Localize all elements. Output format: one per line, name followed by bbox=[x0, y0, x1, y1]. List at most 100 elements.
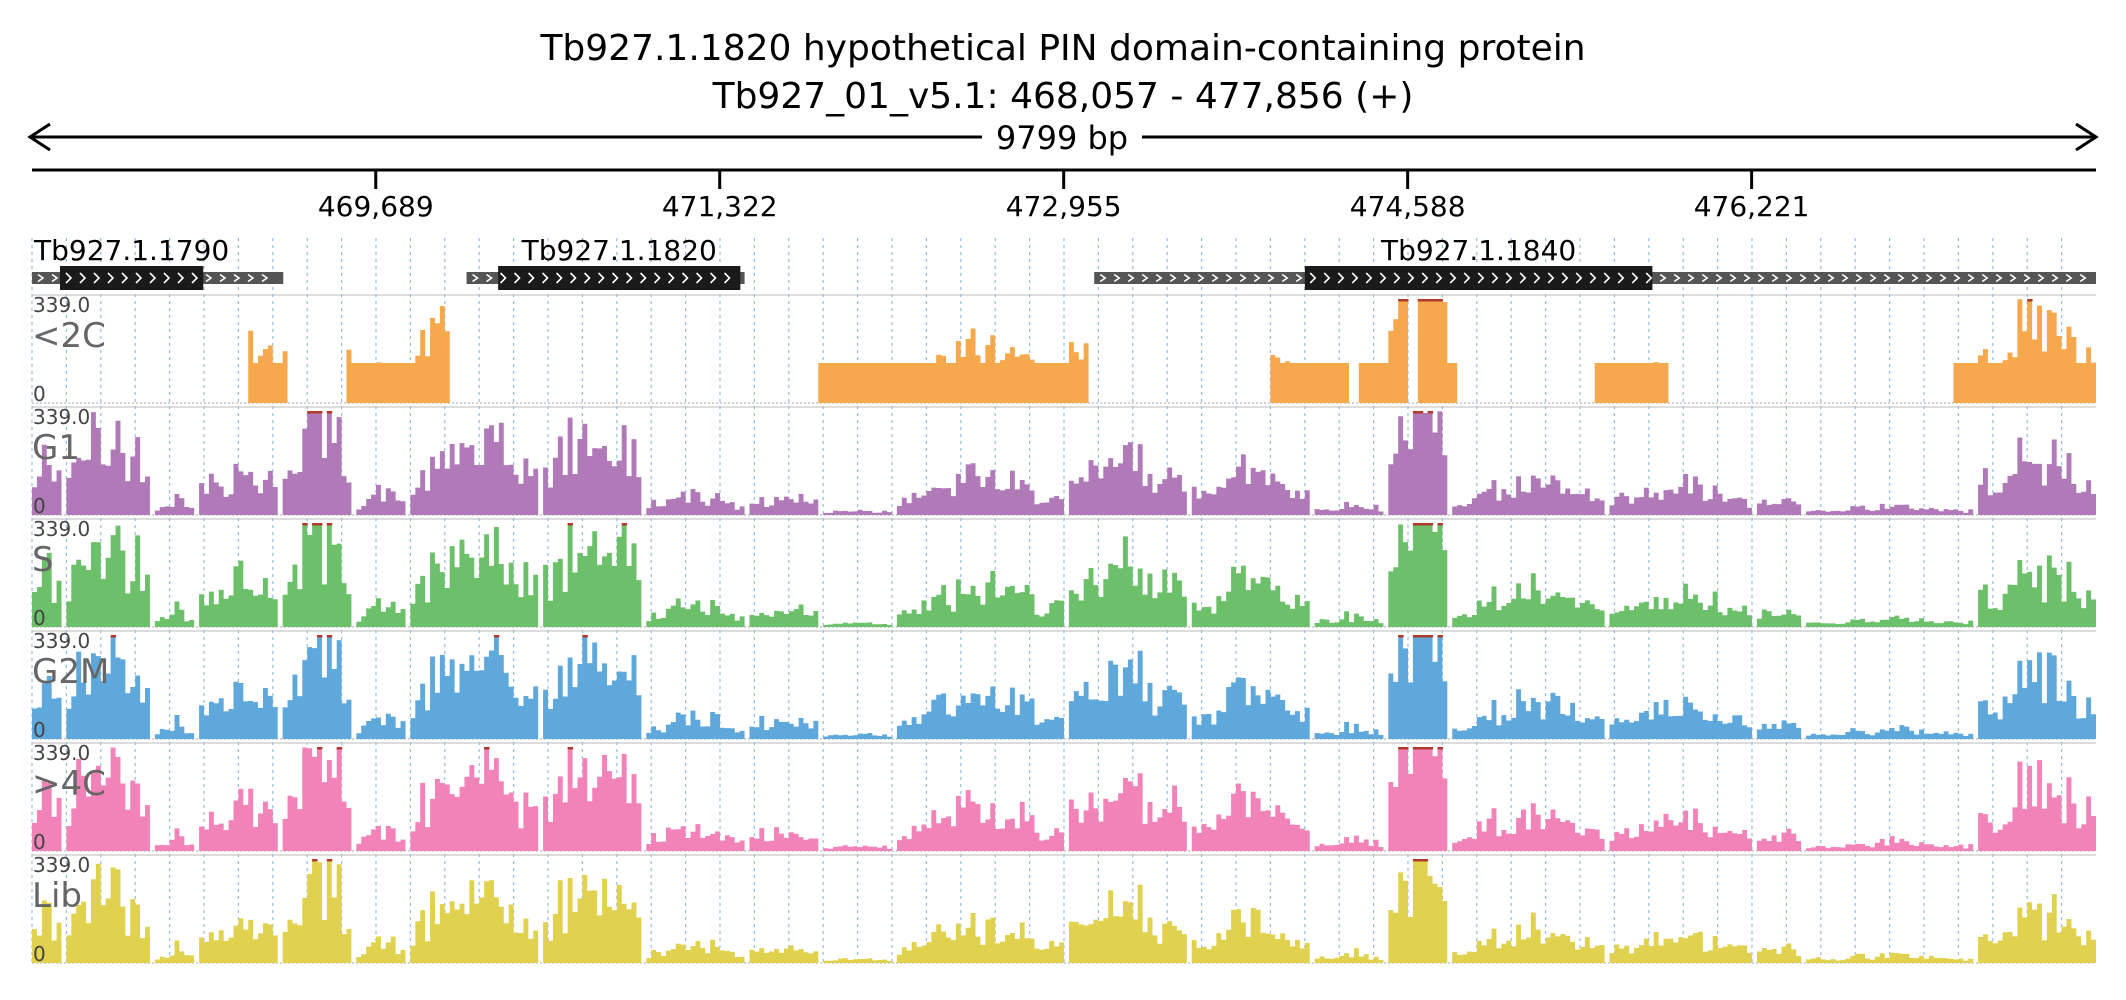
coverage-track: 339.0 0 >4C bbox=[32, 741, 2096, 854]
strand-chevron-icon bbox=[1673, 273, 1681, 283]
clip-indicator bbox=[1427, 411, 1434, 414]
strand-chevron-icon bbox=[1603, 272, 1611, 284]
ruler-tick-label: 474,588 bbox=[1350, 190, 1466, 223]
strand-chevron-icon bbox=[1169, 273, 1177, 283]
strand-chevron-icon bbox=[1407, 272, 1415, 284]
strand-chevron-icon bbox=[2065, 273, 2073, 283]
clip-indicator bbox=[484, 747, 490, 750]
strand-chevron-icon bbox=[1393, 272, 1401, 284]
strand-chevron-icon bbox=[1267, 273, 1275, 283]
clip-indicator bbox=[1422, 635, 1429, 638]
strand-chevron-icon bbox=[1883, 273, 1891, 283]
strand-chevron-icon bbox=[1743, 273, 1751, 283]
clip-indicator bbox=[1417, 747, 1424, 750]
strand-chevron-icon bbox=[1757, 273, 1765, 283]
clip-indicator bbox=[567, 523, 574, 526]
clip-indicator bbox=[1398, 299, 1404, 302]
strand-chevron-icon bbox=[569, 272, 577, 284]
strand-chevron-icon bbox=[709, 272, 717, 284]
strand-chevron-icon bbox=[1183, 273, 1191, 283]
coverage-track: 339.0 0 Lib bbox=[32, 853, 2096, 966]
strand-chevron-icon bbox=[1533, 272, 1541, 284]
strand-chevron-icon bbox=[472, 273, 479, 283]
track-min-label: 0 bbox=[33, 718, 46, 742]
ruler: 469,689 471,322 472,955 474,588 476,221 bbox=[32, 168, 2096, 223]
strand-chevron-icon bbox=[107, 272, 115, 284]
ruler-tick-label: 471,322 bbox=[662, 190, 778, 223]
track-name: <2C bbox=[32, 316, 106, 356]
coverage-track: 339.0 0 G2M bbox=[32, 629, 2096, 742]
ruler-tick-label: 469,689 bbox=[318, 190, 434, 223]
coverage-track: 339.0 0 G1 bbox=[32, 405, 2096, 518]
track-min-label: 0 bbox=[33, 942, 46, 966]
clip-indicator bbox=[2027, 299, 2033, 302]
strand-chevron-icon bbox=[1813, 273, 1821, 283]
clip-indicator bbox=[1437, 523, 1443, 526]
strand-chevron-icon bbox=[2037, 273, 2045, 283]
clip-indicator bbox=[302, 523, 308, 526]
coverage-track: 339.0 0 <2C bbox=[32, 293, 2096, 406]
strand-chevron-icon bbox=[1617, 272, 1625, 284]
strand-chevron-icon bbox=[1491, 272, 1499, 284]
strand-chevron-icon bbox=[1589, 272, 1597, 284]
header: Tb927.1.1820 hypothetical PIN domain-con… bbox=[539, 28, 1585, 117]
strand-chevron-icon bbox=[37, 273, 45, 283]
strand-chevron-icon bbox=[65, 272, 73, 284]
clip-indicator bbox=[567, 747, 574, 750]
strand-chevron-icon bbox=[583, 272, 591, 284]
strand-chevron-icon bbox=[1519, 272, 1527, 284]
clip-indicator bbox=[317, 635, 323, 638]
strand-chevron-icon bbox=[1547, 272, 1555, 284]
strand-chevron-icon bbox=[597, 272, 605, 284]
strand-chevron-icon bbox=[1505, 272, 1513, 284]
strand-chevron-icon bbox=[1799, 273, 1807, 283]
clip-indicator bbox=[493, 635, 500, 638]
strand-chevron-icon bbox=[2023, 273, 2031, 283]
strand-chevron-icon bbox=[1771, 273, 1779, 283]
clip-indicator bbox=[1437, 299, 1443, 302]
strand-chevron-icon bbox=[541, 272, 549, 284]
strand-chevron-icon bbox=[2051, 273, 2059, 283]
strand-chevron-icon bbox=[653, 272, 661, 284]
strand-chevron-icon bbox=[135, 272, 143, 284]
clip-indicator bbox=[1427, 523, 1434, 526]
strand-chevron-icon bbox=[1729, 273, 1737, 283]
strand-chevron-icon bbox=[611, 272, 619, 284]
strand-chevron-icon bbox=[625, 272, 633, 284]
strand-chevron-icon bbox=[1239, 273, 1247, 283]
strand-chevron-icon bbox=[1827, 273, 1835, 283]
strand-chevron-icon bbox=[667, 272, 675, 284]
strand-chevron-icon bbox=[1561, 272, 1569, 284]
track-name: G2M bbox=[32, 652, 109, 692]
strand-chevron-icon bbox=[1897, 273, 1905, 283]
gene-label: Tb927.1.1820 bbox=[521, 234, 717, 267]
clip-indicator bbox=[1417, 859, 1424, 862]
clip-indicator bbox=[1417, 635, 1424, 638]
clip-indicator bbox=[1412, 635, 1419, 638]
track-max-label: 339.0 bbox=[33, 853, 90, 877]
clip-indicator bbox=[582, 635, 588, 638]
clip-indicator bbox=[1437, 747, 1443, 750]
clip-indicator bbox=[312, 523, 318, 526]
clip-indicator bbox=[621, 523, 628, 526]
strand-chevron-icon bbox=[681, 272, 689, 284]
strand-chevron-icon bbox=[1463, 272, 1471, 284]
clip-indicator bbox=[336, 747, 343, 750]
gene-cds bbox=[498, 266, 741, 290]
strand-chevron-icon bbox=[513, 272, 521, 284]
track-min-label: 0 bbox=[33, 606, 46, 630]
track-max-label: 339.0 bbox=[33, 629, 90, 653]
strand-chevron-icon bbox=[233, 273, 241, 283]
track-name: G1 bbox=[32, 428, 80, 468]
track-max-label: 339.0 bbox=[33, 405, 90, 429]
strand-chevron-icon bbox=[1841, 273, 1849, 283]
strand-chevron-icon bbox=[1575, 272, 1583, 284]
track-min-label: 0 bbox=[33, 494, 46, 518]
strand-chevron-icon bbox=[1701, 273, 1709, 283]
coverage-tracks: 339.00<2C339.00G1339.00S339.00G2M339.00>… bbox=[32, 293, 2096, 966]
clip-indicator bbox=[326, 523, 333, 526]
strand-chevron-icon bbox=[499, 272, 507, 284]
strand-chevron-icon bbox=[1225, 273, 1233, 283]
strand-chevron-icon bbox=[695, 272, 703, 284]
